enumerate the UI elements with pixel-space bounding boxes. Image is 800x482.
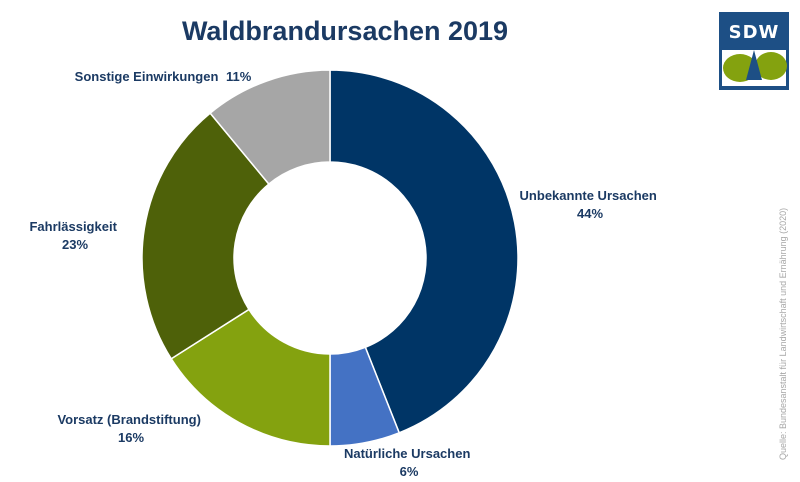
- label-natuerliche-value: 6%: [400, 464, 419, 479]
- logo-tree-right-icon: [755, 52, 787, 80]
- label-unbekannte-value: 44%: [577, 206, 603, 221]
- logo-text: SDW: [729, 22, 780, 43]
- label-natuerliche-ursachen: Natürliche Ursachen 6%: [344, 446, 474, 479]
- label-fahrlaessigkeit: Fahrlässigkeit 23%: [29, 219, 120, 252]
- logo-fir-icon: [746, 50, 762, 80]
- slice-sonstige-einwirkungen: [209, 69, 331, 186]
- label-natuerliche-name: Natürliche Ursachen: [344, 446, 470, 461]
- donut-slices: [141, 69, 519, 447]
- label-vorsatz-value: 16%: [118, 430, 144, 445]
- source-note: Quelle: Bundesanstalt für Landwirtschaft…: [778, 208, 788, 460]
- sdw-logo: SDW: [719, 12, 789, 90]
- label-sonstige-einwirkungen: Sonstige Einwirkungen 11%: [75, 69, 252, 84]
- chart-title: Waldbrandursachen 2019: [182, 16, 508, 46]
- label-sonstige-name: Sonstige Einwirkungen: [75, 69, 219, 84]
- label-fahrlaessigkeit-value: 23%: [62, 237, 88, 252]
- label-sonstige-value: 11%: [226, 69, 252, 84]
- slice-vorsatz-brandstiftung: [170, 308, 331, 447]
- label-vorsatz: Vorsatz (Brandstiftung) 16%: [57, 412, 204, 445]
- slice-fahrlässigkeit: [141, 112, 270, 360]
- label-unbekannte-name: Unbekannte Ursachen: [520, 188, 657, 203]
- label-fahrlaessigkeit-name: Fahrlässigkeit: [29, 219, 117, 234]
- label-unbekannte-ursachen: Unbekannte Ursachen 44%: [520, 188, 661, 221]
- slice-unbekannte-ursachen: [329, 69, 519, 434]
- label-vorsatz-name: Vorsatz (Brandstiftung): [57, 412, 200, 427]
